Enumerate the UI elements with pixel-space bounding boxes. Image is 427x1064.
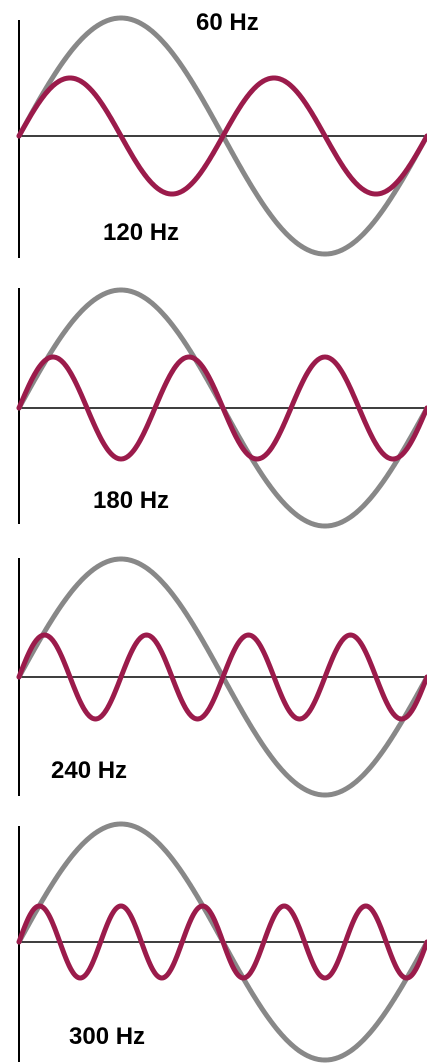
harmonic-label: 120 Hz <box>103 219 179 246</box>
harmonic-wave <box>16 903 427 981</box>
panel-240hz: 240 Hz <box>16 556 427 798</box>
harmonic-wave <box>16 75 427 197</box>
panel-300hz: 300 Hz <box>16 821 427 1063</box>
panel-120hz: 60 Hz 120 Hz <box>16 9 427 258</box>
harmonic-label: 300 Hz <box>69 1023 145 1050</box>
harmonic-label: 240 Hz <box>51 757 127 784</box>
fundamental-label: 60 Hz <box>196 9 259 36</box>
panel-180hz: 180 Hz <box>16 287 427 529</box>
harmonic-label: 180 Hz <box>93 487 169 514</box>
harmonic-wave <box>16 354 427 462</box>
harmonic-wave <box>16 632 427 722</box>
